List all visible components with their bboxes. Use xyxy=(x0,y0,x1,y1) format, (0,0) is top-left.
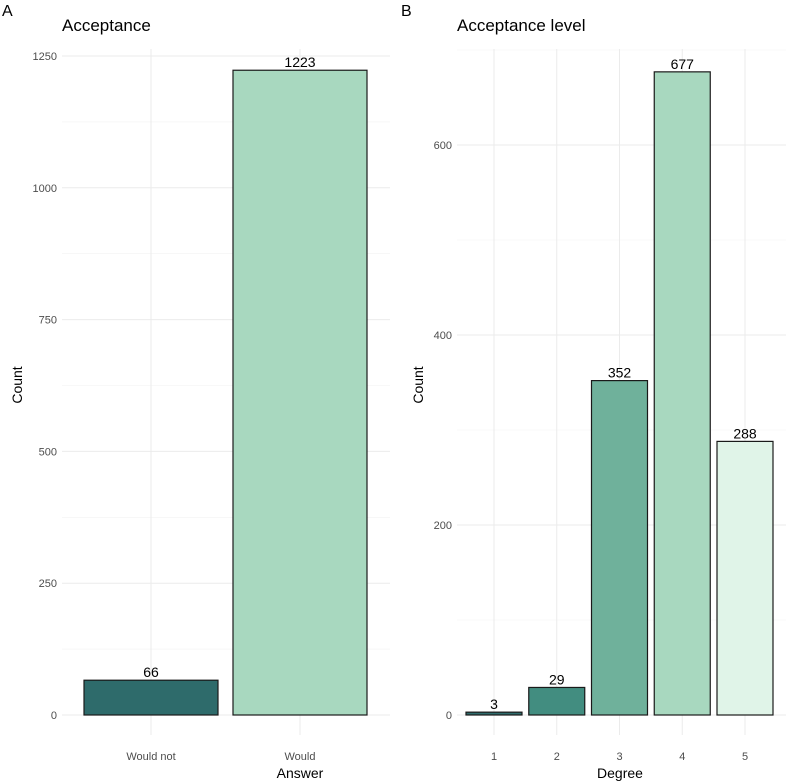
x-tick-label: 2 xyxy=(554,751,560,763)
bar xyxy=(232,69,368,716)
y-tick-label: 0 xyxy=(51,710,57,722)
bar xyxy=(590,380,649,716)
data-label: 288 xyxy=(733,425,757,441)
x-tick-label: 1 xyxy=(491,751,497,763)
data-label: 1223 xyxy=(284,54,315,70)
bar xyxy=(528,686,586,716)
panel-a-tag: A xyxy=(2,3,13,20)
panel-a: A Acceptance Answer Count 0 250 500 750 1000… xyxy=(2,3,390,781)
panel-b-y-axis-label: Count xyxy=(410,366,426,403)
data-label: 66 xyxy=(143,664,159,680)
y-tick-label: 1250 xyxy=(33,51,57,63)
bar xyxy=(83,679,219,716)
y-tick-label: 200 xyxy=(434,520,452,532)
data-label: 29 xyxy=(549,671,565,687)
x-tick-label: 4 xyxy=(679,751,685,763)
y-tick-label: 0 xyxy=(446,710,452,722)
y-tick-label: 750 xyxy=(39,315,57,327)
y-tick-label: 400 xyxy=(434,330,452,342)
panel-b-tag: B xyxy=(401,3,412,20)
panel-b: B Acceptance level Degree Count 0 200 400 6… xyxy=(401,3,786,781)
x-tick-label: Would xyxy=(285,751,316,763)
panel-a-title: Acceptance xyxy=(62,16,151,35)
data-label: 3 xyxy=(490,696,498,712)
data-label: 677 xyxy=(671,56,695,72)
panel-a-x-axis-label: Answer xyxy=(277,765,324,781)
panel-b-title: Acceptance level xyxy=(457,16,586,35)
data-label: 352 xyxy=(608,365,632,381)
y-tick-label: 1000 xyxy=(33,183,57,195)
bar xyxy=(716,440,774,716)
panel-b-x-axis-label: Degree xyxy=(597,765,643,781)
y-tick-label: 250 xyxy=(39,578,57,590)
bar xyxy=(653,71,711,716)
x-tick-label: 3 xyxy=(616,751,622,763)
panel-a-y-axis-label: Count xyxy=(9,366,25,403)
x-tick-label: Would not xyxy=(126,751,175,763)
x-tick-label: 5 xyxy=(742,751,748,763)
y-tick-label: 500 xyxy=(39,446,57,458)
bar xyxy=(465,711,523,716)
y-tick-label: 600 xyxy=(434,140,452,152)
